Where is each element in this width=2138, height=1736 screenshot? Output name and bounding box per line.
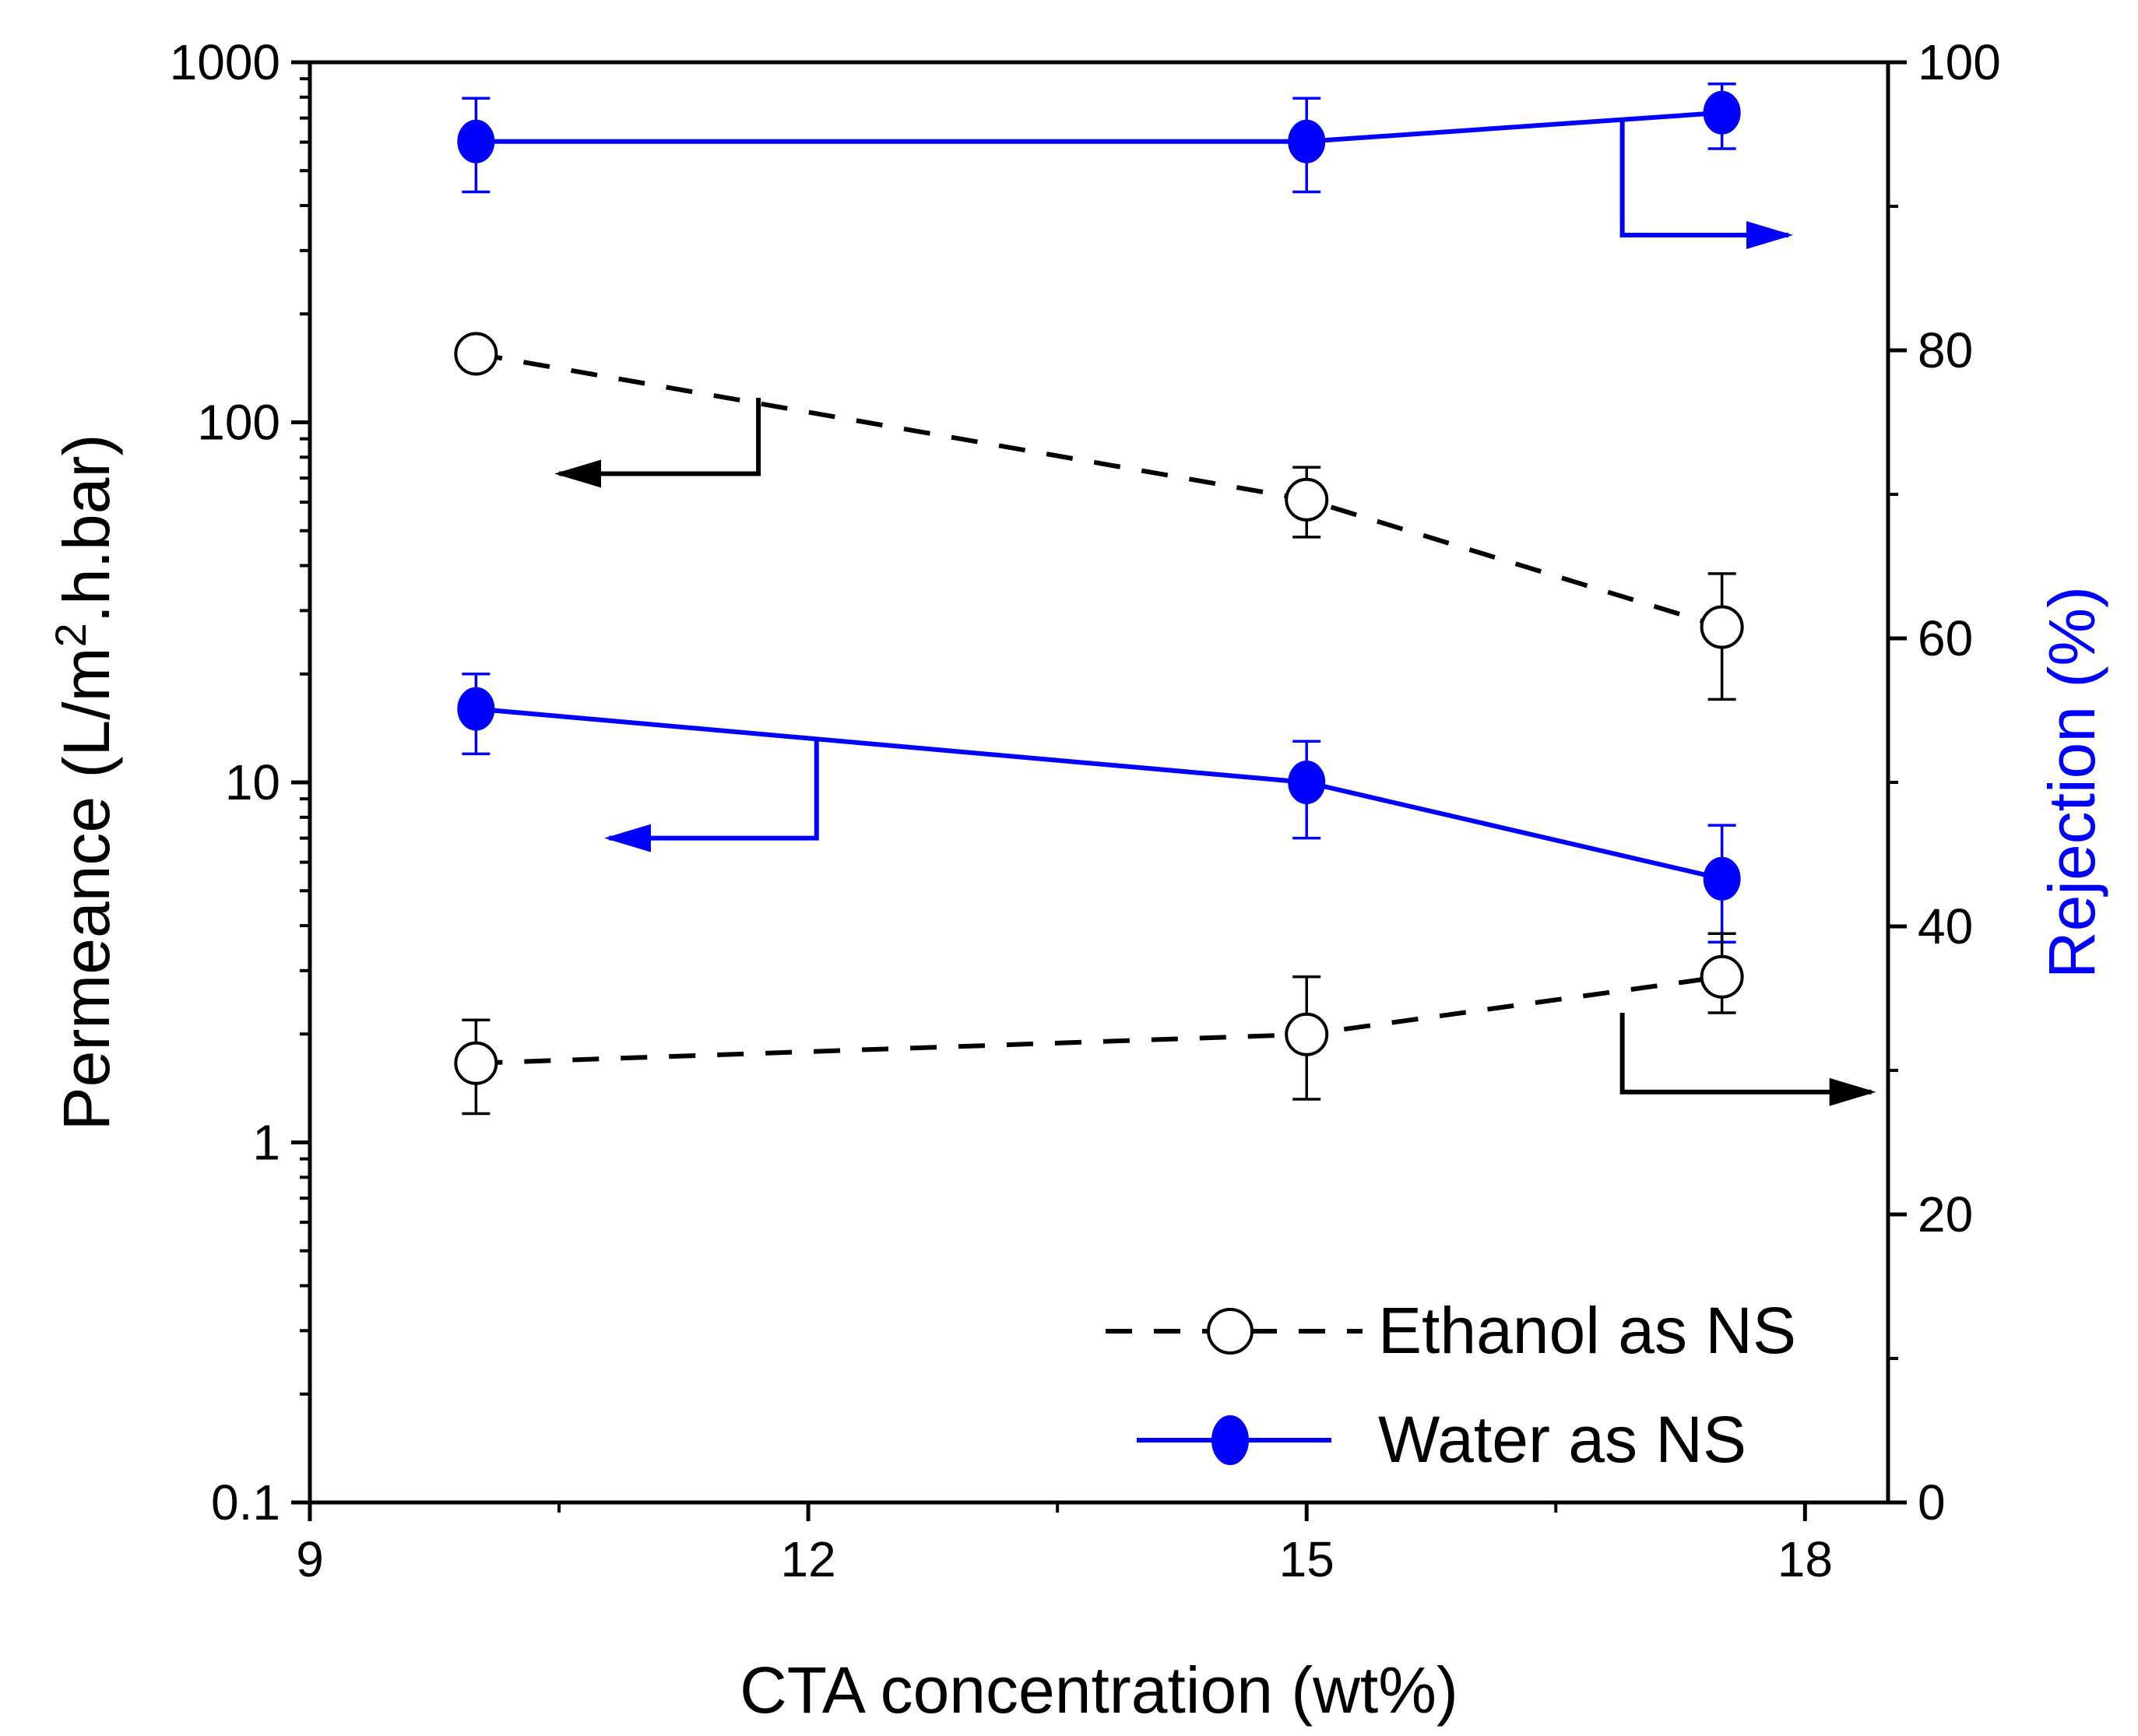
data-point — [457, 119, 495, 163]
x-tick-label: 15 — [1279, 1531, 1334, 1587]
data-point — [1288, 761, 1326, 804]
legend-marker — [1207, 1308, 1254, 1355]
legend-item: Ethanol as NS — [1106, 1294, 1796, 1367]
data-point — [1703, 856, 1741, 901]
x-axis-title: CTA concentration (wt%) — [740, 1653, 1458, 1727]
data-point — [1288, 119, 1326, 163]
data-point — [1285, 1012, 1329, 1056]
data-point — [1285, 477, 1329, 522]
axis-pointer-arrow — [1619, 1013, 1876, 1106]
data-point — [1700, 954, 1744, 999]
x-tick-label: 18 — [1778, 1531, 1833, 1587]
series-layer — [454, 83, 1744, 1116]
series-line — [476, 706, 1723, 881]
y-axis-left-title-post: .h.bar) — [50, 434, 123, 624]
y-right-tick-label: 0 — [1918, 1474, 1946, 1530]
y-axis-left-title-pre: Permeance (L/m — [50, 648, 123, 1131]
series-3 — [457, 83, 1741, 194]
data-point — [1700, 605, 1744, 649]
legend: Ethanol as NS Water as NS — [1106, 1294, 1796, 1476]
y-left-tick-label: 1000 — [170, 34, 280, 90]
y-axis-left-title-sup: 2 — [46, 623, 95, 647]
y-right-tick-label: 60 — [1918, 610, 1973, 666]
y-left-tick-label: 10 — [225, 754, 280, 810]
data-point — [457, 687, 495, 731]
y-left-tick-label: 100 — [197, 395, 280, 451]
series-2 — [454, 932, 1744, 1116]
axis-pointer-arrow — [604, 739, 819, 852]
legend-marker — [1211, 1415, 1249, 1465]
legend-item: Water as NS — [1137, 1403, 1746, 1476]
y-axis-right-title: Rejection (%) — [2035, 586, 2108, 979]
series-line — [476, 974, 1723, 1066]
legend-label: Ethanol as NS — [1378, 1294, 1796, 1367]
x-tick-label: 12 — [781, 1531, 836, 1587]
legend-label: Water as NS — [1378, 1403, 1746, 1476]
plot-border — [308, 60, 1890, 1505]
axis-pointer-arrow — [554, 397, 761, 488]
y-right-tick-label: 100 — [1918, 34, 2001, 90]
series-line — [475, 351, 1723, 630]
y-right-tick-label: 20 — [1918, 1186, 1973, 1242]
axis-ticks: 9 12 15 18 0.1 1 10 100 1000 0 20 40 60 80 100 — [170, 34, 2001, 1587]
data-point — [1703, 90, 1741, 135]
series-line — [476, 110, 1722, 144]
data-point — [454, 332, 498, 376]
axis-pointer-arrow — [1619, 120, 1793, 249]
y-right-tick-label: 40 — [1918, 898, 1973, 954]
axis-pointer-arrows — [554, 120, 1876, 1106]
y-right-tick-label: 80 — [1918, 322, 1973, 378]
y-left-tick-label: 0.1 — [211, 1474, 280, 1530]
series-0 — [454, 332, 1744, 701]
series-1 — [457, 673, 1741, 944]
y-axis-left-title: Permeance (L/m2.h.bar) — [46, 434, 123, 1131]
x-tick-label: 9 — [296, 1531, 324, 1587]
data-point — [454, 1041, 498, 1085]
plot-frame — [308, 60, 1890, 1505]
y-left-tick-label: 1 — [252, 1115, 280, 1171]
